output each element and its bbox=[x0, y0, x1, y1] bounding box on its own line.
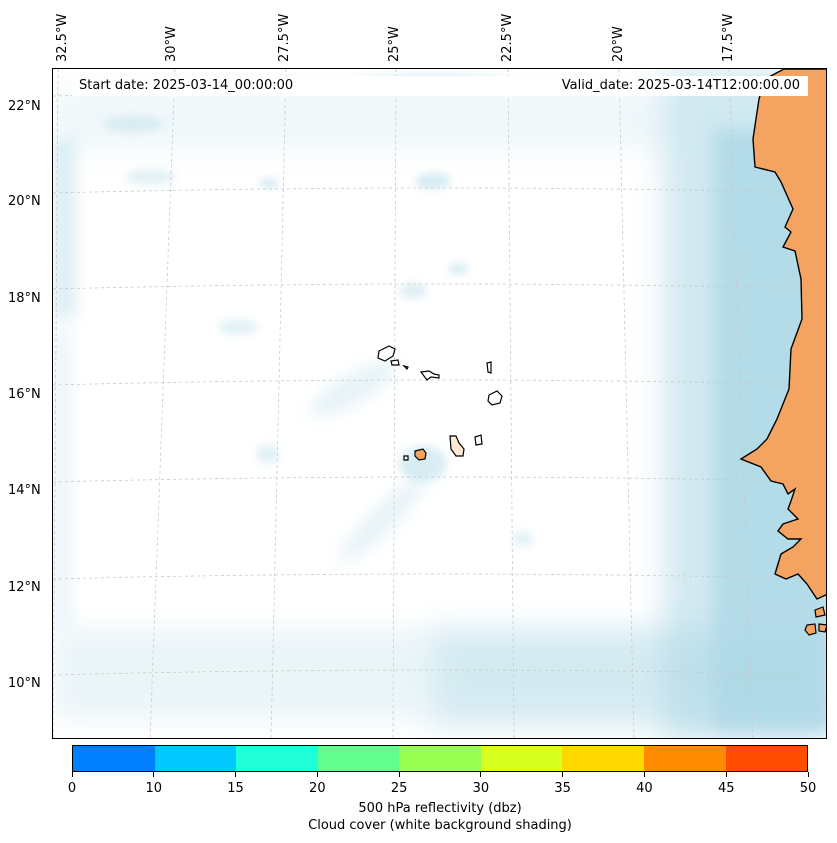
lon-label-22-5w: 22.5°W bbox=[500, 13, 515, 62]
lat-label-18n: 18°N bbox=[8, 291, 41, 306]
colorbar-title: 500 hPa reflectivity (dbz) bbox=[358, 801, 522, 816]
lon-label-20w: 20°W bbox=[611, 26, 626, 62]
colorbar-tick-label: 50 bbox=[799, 781, 817, 796]
colorbar-tick bbox=[562, 772, 564, 777]
colorbar-segment bbox=[725, 746, 808, 771]
colorbar-segment bbox=[480, 746, 563, 771]
lon-label-27-5w: 27.5°W bbox=[277, 13, 292, 62]
cloud-cover-layer bbox=[53, 69, 826, 738]
graticule bbox=[53, 69, 826, 738]
colorbar-tick bbox=[153, 772, 155, 777]
colorbar-segment bbox=[154, 746, 237, 771]
colorbar-tick-label: 0 bbox=[67, 781, 77, 796]
lon-label-17-5w: 17.5°W bbox=[721, 13, 736, 62]
colorbar-subtitle: Cloud cover (white background shading) bbox=[308, 818, 572, 833]
start-date-label: Start date: 2025-03-14_00:00:00 bbox=[79, 78, 294, 93]
island-maio bbox=[474, 434, 483, 446]
lat-label-22n: 22°N bbox=[8, 99, 41, 114]
lat-label-16n: 16°N bbox=[8, 387, 41, 402]
colorbar-segment bbox=[73, 746, 155, 771]
island-sal bbox=[486, 361, 492, 374]
map-canvas bbox=[53, 69, 826, 738]
lat-label-12n: 12°N bbox=[8, 580, 41, 595]
cape-verde-islands bbox=[377, 345, 503, 461]
island-sao-nicolau bbox=[419, 370, 440, 381]
lon-label-30w: 30°W bbox=[164, 26, 179, 62]
lat-label-20n: 20°N bbox=[8, 194, 41, 209]
island-bissagos-3 bbox=[818, 623, 826, 633]
island-brava bbox=[403, 455, 409, 461]
africa-landmass bbox=[739, 69, 826, 600]
island-boa-vista bbox=[487, 390, 503, 406]
island-santo-antao bbox=[377, 345, 396, 362]
map-panel[interactable] bbox=[52, 68, 827, 739]
colorbar-tick-label: 45 bbox=[717, 781, 735, 796]
colorbar-tick-label: 25 bbox=[390, 781, 408, 796]
colorbar-tick-label: 10 bbox=[145, 781, 163, 796]
colorbar-tick-label: 40 bbox=[636, 781, 653, 796]
colorbar-tick-label: 30 bbox=[472, 781, 490, 796]
colorbar-tick bbox=[480, 772, 482, 777]
colorbar-segment bbox=[399, 746, 481, 771]
colorbar-tick bbox=[725, 772, 727, 777]
reflectivity-colorbar bbox=[72, 745, 808, 772]
colorbar-tick bbox=[807, 772, 809, 777]
island-sao-vicente bbox=[390, 359, 400, 366]
colorbar-segment bbox=[562, 746, 644, 771]
island-bissagos-1 bbox=[814, 606, 826, 618]
lat-label-10n: 10°N bbox=[8, 676, 41, 691]
valid-date-label: Valid_date: 2025-03-14T12:00:00.00 bbox=[561, 78, 800, 93]
island-bissagos-2 bbox=[804, 623, 817, 636]
colorbar-tick bbox=[398, 772, 400, 777]
colorbar-tick bbox=[643, 772, 645, 777]
colorbar-tick-label: 35 bbox=[554, 781, 571, 796]
island-santiago bbox=[449, 435, 465, 457]
colorbar-segment bbox=[236, 746, 318, 771]
colorbar-tick bbox=[316, 772, 318, 777]
lon-label-25w: 25°W bbox=[387, 26, 402, 62]
date-info-bar bbox=[72, 76, 808, 96]
lon-label-32-5w: 32.5°W bbox=[55, 13, 70, 62]
island-santa-luzia bbox=[402, 364, 409, 371]
colorbar-tick-label: 20 bbox=[309, 781, 326, 796]
colorbar-segment bbox=[643, 746, 726, 771]
lat-label-14n: 14°N bbox=[8, 483, 41, 498]
colorbar-tick bbox=[235, 772, 237, 777]
colorbar-tick bbox=[71, 772, 73, 777]
colorbar-tick-label: 15 bbox=[227, 781, 244, 796]
island-fogo bbox=[414, 448, 427, 461]
colorbar-segment bbox=[317, 746, 400, 771]
